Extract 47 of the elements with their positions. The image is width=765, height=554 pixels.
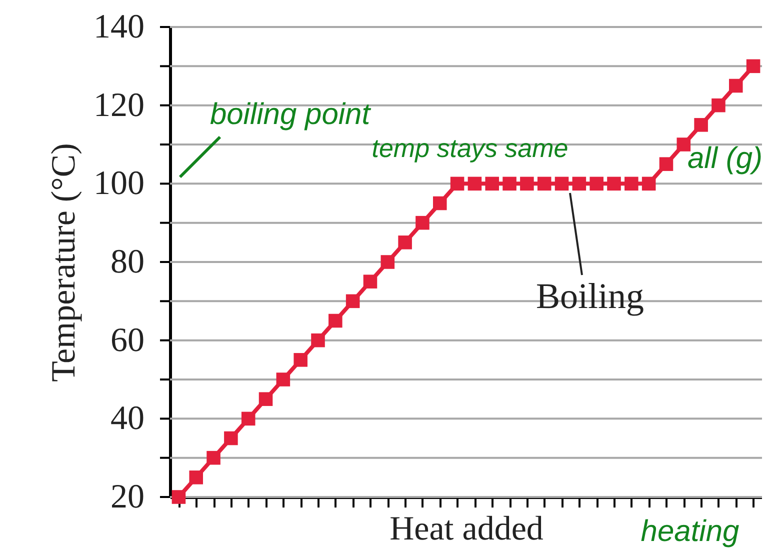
y-tick-label: 140	[94, 8, 144, 46]
point	[346, 294, 360, 308]
point	[728, 78, 743, 93]
point	[502, 176, 516, 191]
point	[554, 176, 569, 191]
point	[607, 176, 621, 191]
point	[416, 216, 430, 230]
point	[746, 59, 760, 74]
y-tick-label: 100	[94, 165, 144, 202]
point	[311, 333, 325, 348]
point	[450, 176, 464, 191]
text: heating	[640, 515, 740, 548]
point	[380, 255, 395, 269]
point	[258, 392, 273, 406]
y-tick-label: 60	[110, 322, 144, 359]
point	[328, 314, 342, 328]
point	[172, 490, 186, 504]
point	[520, 176, 534, 191]
annotation: all (g)	[687, 142, 763, 175]
point	[537, 176, 552, 191]
point	[241, 412, 256, 426]
annotation: Boiling	[536, 276, 644, 316]
y-tick-label: 120	[94, 86, 144, 124]
annotation: temp stays same	[372, 133, 568, 163]
annotation: boiling point	[210, 98, 372, 131]
point	[224, 431, 238, 446]
point	[642, 176, 656, 191]
point	[468, 176, 482, 191]
point	[659, 157, 674, 171]
point	[432, 196, 447, 210]
y-tick-label: 80	[110, 244, 144, 280]
y-axis-title: Temperature (°C)	[46, 143, 82, 382]
point	[712, 98, 726, 112]
point	[189, 470, 204, 484]
point	[572, 176, 586, 191]
point	[294, 353, 308, 367]
point	[363, 274, 378, 288]
point	[694, 118, 708, 132]
x-axis-title: Heat added	[390, 510, 544, 548]
y-tick-label: 40	[110, 400, 144, 438]
point	[276, 372, 290, 386]
point	[485, 176, 500, 191]
y-tick-label: 20	[110, 478, 144, 516]
point	[590, 176, 604, 191]
point	[398, 236, 412, 250]
point	[624, 176, 638, 191]
point	[206, 450, 220, 465]
